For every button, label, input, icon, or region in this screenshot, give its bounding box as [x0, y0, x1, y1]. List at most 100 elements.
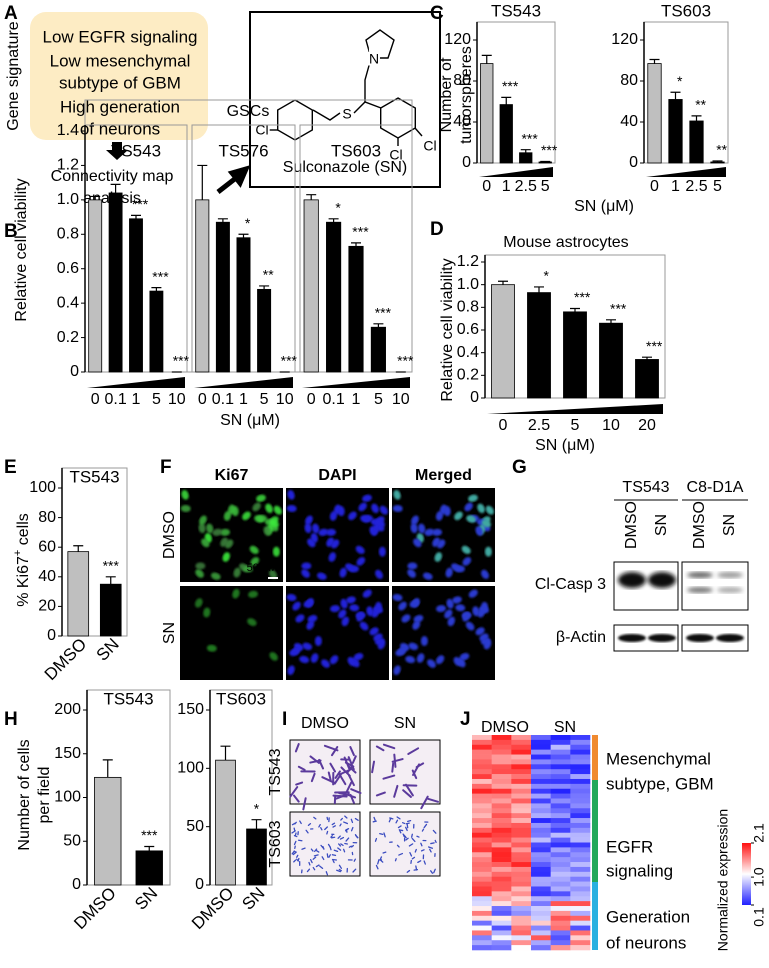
heatmap-cell [511, 911, 531, 916]
heatmap-cell [492, 750, 512, 755]
heatmap-cell [570, 891, 590, 896]
significance: * [245, 215, 251, 231]
group-title: TS543 [491, 1, 541, 20]
heatmap-cell [472, 921, 492, 926]
band [648, 572, 676, 588]
cell [408, 821, 411, 822]
heatmap-cell [551, 945, 571, 950]
micrograph [180, 586, 283, 680]
x-tick-label: 5 [713, 178, 722, 195]
cell [333, 796, 346, 797]
heatmap-cell [472, 882, 492, 887]
heatmap-cell [570, 740, 590, 745]
y-tick-label: 0 [470, 389, 479, 406]
heatmap-cell [551, 911, 571, 916]
error-bar [534, 287, 544, 293]
heatmap-cell [492, 940, 512, 945]
y-tick-label: 200 [54, 701, 81, 718]
heatmap-cell [531, 799, 551, 804]
heatmap-cell [551, 926, 571, 931]
heatmap-cell [551, 852, 571, 857]
heatmap-cell [492, 813, 512, 818]
heatmap-cell [551, 930, 571, 935]
heatmap-cell [472, 764, 492, 769]
heatmap-cell [551, 886, 571, 891]
heatmap-cell [570, 759, 590, 764]
y-tick-label: 0.6 [57, 260, 79, 277]
x-tick-label: 5 [541, 178, 550, 195]
y-tick-label: 0 [47, 627, 56, 644]
heatmap-cell [531, 740, 551, 745]
column-label: SN [554, 719, 576, 736]
heatmap-cell [472, 852, 492, 857]
heatmap-cell [511, 882, 531, 887]
y-axis-label: % Ki67+ cells [12, 513, 32, 607]
y-tick-label: 0.8 [57, 226, 79, 243]
heatmap-cell [511, 838, 531, 843]
cell [327, 831, 328, 833]
heatmap-cell [551, 843, 571, 848]
heatmap-cell [492, 794, 512, 799]
heatmap-cell [551, 867, 571, 872]
heatmap-cell [531, 867, 551, 872]
bond [415, 128, 422, 136]
heatmap-cell [472, 818, 492, 823]
heatmap-cell [551, 808, 571, 813]
heatmap-cell [531, 779, 551, 784]
heatmap-cell [531, 784, 551, 789]
heatmap-cell [492, 935, 512, 940]
y-tick-label: 100 [29, 479, 56, 496]
heatmap-cell [551, 896, 571, 901]
heatmap-cell [511, 769, 531, 774]
heatmap-cell [492, 891, 512, 896]
colorbar-tick-label: 1.0 [751, 867, 767, 887]
heatmap-cell [570, 930, 590, 935]
heatmap-cell [472, 755, 492, 760]
dose-wedge [194, 377, 293, 388]
group-title: TS543 [69, 467, 119, 486]
y-tick-label: 0 [70, 363, 79, 380]
heatmap-cell [492, 764, 512, 769]
heatmap-cell [492, 882, 512, 887]
heatmap-cell [492, 759, 512, 764]
heatmap-cell [492, 916, 512, 921]
lane-label: DMSO [623, 501, 640, 549]
dose-wedge [302, 377, 410, 388]
chart-title: Mouse astrocytes [503, 234, 628, 251]
x-tick-label: 0.1 [322, 391, 344, 408]
group-label: C8-D1A [687, 479, 744, 496]
lane-label: SN [653, 514, 670, 536]
bar [491, 285, 514, 398]
heatmap-cell [531, 877, 551, 882]
x-tick-label: SN [93, 635, 123, 665]
heatmap-cell [551, 803, 571, 808]
significance: *** [352, 224, 369, 240]
panel-label: I [282, 709, 287, 730]
atom-label: S [342, 106, 351, 122]
row-label: SN [161, 622, 178, 644]
y-tick-label: 150 [177, 701, 204, 718]
atom-label: Cl [255, 122, 268, 138]
bar [326, 222, 340, 372]
heatmap-cell [492, 843, 512, 848]
heatmap-cell [570, 755, 590, 760]
band [686, 634, 714, 642]
heatmap-cell [472, 940, 492, 945]
module-label: Generation [606, 907, 690, 926]
heatmap-cell [551, 891, 571, 896]
heatmap-cell [472, 896, 492, 901]
significance: * [543, 268, 549, 284]
y-tick-label: 100 [177, 760, 204, 777]
bar [690, 121, 703, 163]
module-bar [592, 735, 598, 780]
error-bar [252, 820, 262, 829]
heatmap-cell [551, 769, 571, 774]
error-bar [239, 234, 249, 237]
bar [635, 359, 658, 398]
module-label: signaling [606, 861, 673, 880]
bar [599, 323, 622, 398]
heatmap-cell [511, 916, 531, 921]
heatmap-cell [472, 843, 492, 848]
heatmap-cell [511, 759, 531, 764]
